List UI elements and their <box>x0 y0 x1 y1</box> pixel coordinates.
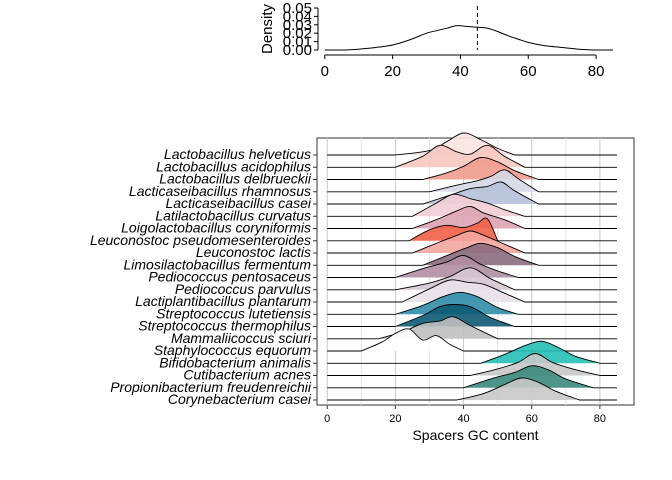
ridge-outline <box>327 328 617 352</box>
ridge-area <box>327 243 617 266</box>
species-label: Lactobacillus delbrueckii <box>159 171 312 187</box>
density-y-tick-label: 0.02 <box>283 25 312 42</box>
species-label: Bifidobacterium animalis <box>159 354 311 370</box>
density-panel: 0.000.010.020.030.040.05 0 20 40 60 80 Densi… <box>259 0 614 80</box>
species-label: Lactobacillus acidophilus <box>156 158 311 174</box>
species-label: Mammaliicoccus sciuri <box>171 330 312 346</box>
species-label: Cutibacterium acnes <box>183 367 311 383</box>
ridge-outline <box>327 169 617 193</box>
species-label: Streptococcus thermophilus <box>138 318 311 334</box>
density-x-tick-label: 40 <box>452 63 469 80</box>
ridge-area <box>327 145 617 168</box>
species-label: Lacticaseibacillus rhamnosus <box>129 183 311 199</box>
density-y-ticks: 0.000.010.020.030.040.05 <box>283 0 318 59</box>
ridgeline-ridges <box>327 132 617 401</box>
ridgeline-x-tick-label: 40 <box>457 413 469 425</box>
ridge-outline <box>327 353 617 376</box>
ridgeline-x-tick-label: 80 <box>594 413 606 425</box>
density-x-ticks: 0 20 40 60 80 <box>321 55 605 80</box>
ridge-outline <box>327 206 617 229</box>
ridge-area <box>327 194 617 217</box>
density-curve <box>324 25 614 51</box>
density-x-tick-label: 20 <box>384 63 401 80</box>
density-y-tick-label: 0.01 <box>283 34 312 51</box>
ridge-outline <box>327 340 617 364</box>
density-y-tick-label: 0.04 <box>283 8 312 25</box>
species-label: Propionibacterium freudenreichii <box>110 379 312 395</box>
ridge-area <box>327 341 617 364</box>
ridge-outline <box>327 230 617 254</box>
ridge-area <box>327 304 617 327</box>
species-label: Staphylococcus equorum <box>154 342 312 358</box>
density-x-tick-label: 0 <box>321 63 329 80</box>
ridgeline-x-tick-label: 60 <box>526 413 538 425</box>
ridge-area <box>327 255 617 278</box>
species-label: Lactiplantibacillus plantarum <box>135 293 311 309</box>
ridge-area <box>327 292 617 315</box>
ridge-outline <box>327 377 617 401</box>
species-label: Latilactobacillus curvatus <box>155 207 311 223</box>
ridge-area <box>327 181 617 204</box>
ridge-outline <box>327 156 617 180</box>
density-y-tick-label: 0.00 <box>283 42 312 59</box>
species-label: Leuconostoc lactis <box>196 244 311 260</box>
ridgeline-x-axis-label: Spacers GC content <box>412 427 538 443</box>
ridge-area <box>327 328 617 351</box>
ridge-area <box>327 365 617 388</box>
species-label: Pediococcus parvulus <box>175 281 311 297</box>
ridgeline-x-tick-label: 0 <box>324 413 330 425</box>
ridge-area <box>327 231 617 253</box>
ridge-area <box>327 206 617 229</box>
species-label: Limosilactobacillus fermentum <box>123 256 311 272</box>
density-x-tick-label: 60 <box>520 63 537 80</box>
species-label: Lacticaseibacillus casei <box>165 195 311 211</box>
species-label: Streptococcus lutetiensis <box>156 305 311 321</box>
ridge-outline <box>327 255 617 278</box>
ridge-outline <box>327 144 617 168</box>
species-label: Loigolactobacillus coryniformis <box>121 220 311 236</box>
ridge-outline <box>327 304 617 327</box>
ridge-outline <box>327 217 617 242</box>
species-label: Leuconostoc pseudomesenteroides <box>90 232 311 248</box>
ridge-area <box>327 217 617 241</box>
density-y-tick-label: 0.05 <box>283 0 312 17</box>
ridge-area <box>327 279 617 302</box>
ridge-area <box>327 132 617 155</box>
ridge-outline <box>327 365 617 389</box>
ridge-area <box>327 267 617 290</box>
density-y-axis-label: Density <box>259 3 276 54</box>
ridge-outline <box>327 193 617 217</box>
species-label: Pediococcus pentosaceus <box>148 269 311 285</box>
ridge-outline <box>327 279 617 303</box>
ridge-area <box>327 377 617 400</box>
ridge-area <box>327 157 617 180</box>
species-label: Corynebacterium casei <box>168 391 312 407</box>
density-x-tick-label: 80 <box>588 63 605 80</box>
ridge-outline <box>327 132 617 156</box>
ridge-outline <box>327 291 617 315</box>
ridge-area <box>327 169 617 192</box>
species-label: Lactobacillus helveticus <box>164 146 311 162</box>
ridgeline-x-ticks: 0 20 40 60 80 <box>324 405 606 425</box>
density-y-tick-label: 0.03 <box>283 17 312 34</box>
ridge-outline <box>327 242 617 266</box>
ridgeline-x-tick-label: 20 <box>389 413 401 425</box>
ridge-outline <box>327 267 617 291</box>
